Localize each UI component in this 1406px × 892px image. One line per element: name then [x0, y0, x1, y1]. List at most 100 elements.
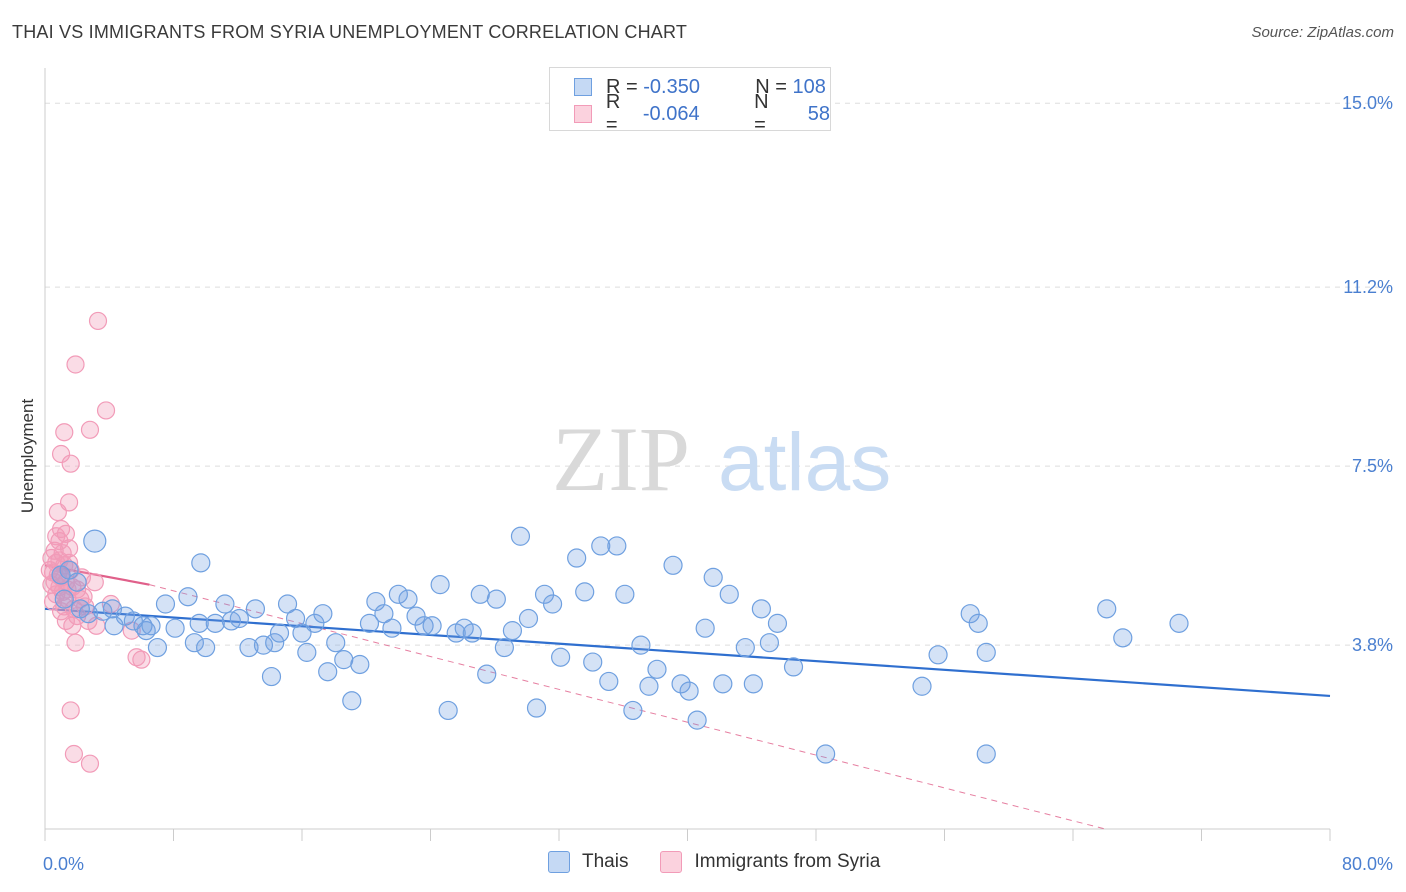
data-point-syria[interactable]: [132, 650, 151, 669]
data-point-thais[interactable]: [703, 567, 723, 587]
data-point-thais[interactable]: [277, 594, 298, 614]
data-point-thais[interactable]: [575, 582, 595, 602]
data-point-thais[interactable]: [518, 608, 539, 629]
data-point-thais[interactable]: [406, 606, 426, 626]
data-point-thais[interactable]: [147, 637, 168, 658]
data-point-thais[interactable]: [51, 565, 71, 585]
data-point-thais[interactable]: [54, 589, 74, 609]
data-point-thais[interactable]: [342, 691, 362, 711]
data-point-thais[interactable]: [751, 599, 771, 619]
data-point-thais[interactable]: [542, 594, 563, 614]
data-point-thais[interactable]: [713, 674, 733, 694]
data-point-thais[interactable]: [631, 635, 651, 655]
data-point-thais[interactable]: [783, 657, 804, 677]
data-point-thais[interactable]: [155, 594, 176, 614]
data-point-thais[interactable]: [743, 674, 763, 694]
data-point-thais[interactable]: [359, 613, 380, 633]
series-legend-thais[interactable]: Thais: [548, 851, 628, 873]
data-point-syria[interactable]: [80, 420, 100, 439]
data-point-thais[interactable]: [104, 616, 124, 636]
data-point-thais[interactable]: [502, 621, 523, 641]
data-point-thais[interactable]: [599, 671, 619, 692]
data-point-thais[interactable]: [510, 526, 531, 546]
data-point-thais[interactable]: [398, 589, 418, 609]
data-point-thais[interactable]: [567, 548, 587, 568]
data-point-syria[interactable]: [47, 527, 66, 546]
data-point-thais[interactable]: [647, 659, 667, 679]
data-point-thais[interactable]: [928, 645, 948, 665]
data-point-thais[interactable]: [253, 635, 274, 655]
data-point-thais[interactable]: [261, 666, 282, 687]
data-point-thais[interactable]: [178, 587, 198, 607]
data-point-thais[interactable]: [719, 584, 739, 604]
data-point-thais[interactable]: [607, 536, 627, 556]
data-point-thais[interactable]: [912, 676, 932, 696]
data-point-thais[interactable]: [968, 613, 988, 633]
data-point-thais[interactable]: [663, 555, 683, 575]
data-point-thais[interactable]: [551, 647, 571, 667]
data-point-thais[interactable]: [1113, 628, 1133, 648]
data-point-thais[interactable]: [245, 599, 266, 619]
data-point-thais[interactable]: [430, 575, 450, 595]
data-point-thais[interactable]: [239, 637, 259, 658]
data-point-thais[interactable]: [221, 611, 241, 631]
data-point-syria[interactable]: [88, 311, 108, 331]
data-point-thais[interactable]: [816, 744, 836, 764]
data-point-thais[interactable]: [189, 613, 209, 633]
data-point-thais[interactable]: [615, 584, 635, 604]
data-point-thais[interactable]: [494, 637, 514, 658]
data-point-syria[interactable]: [63, 616, 82, 635]
data-point-thais[interactable]: [1169, 613, 1189, 633]
data-point-thais[interactable]: [196, 637, 216, 658]
data-point-syria[interactable]: [80, 754, 100, 773]
data-point-syria[interactable]: [48, 502, 67, 522]
data-point-thais[interactable]: [318, 662, 338, 682]
data-point-syria[interactable]: [96, 401, 116, 420]
data-point-thais[interactable]: [462, 623, 482, 643]
data-point-thais[interactable]: [639, 676, 659, 696]
data-point-thais[interactable]: [695, 618, 715, 638]
data-point-thais[interactable]: [83, 529, 107, 553]
data-point-thais[interactable]: [388, 584, 408, 604]
data-point-thais[interactable]: [735, 637, 755, 658]
data-point-thais[interactable]: [470, 584, 490, 604]
data-point-syria[interactable]: [66, 633, 85, 652]
series-legend-syria[interactable]: Immigrants from Syria: [660, 851, 880, 873]
data-point-thais[interactable]: [422, 616, 442, 636]
data-point-syria[interactable]: [127, 648, 146, 667]
data-point-thais[interactable]: [976, 642, 996, 662]
data-point-thais[interactable]: [960, 604, 980, 624]
data-point-thais[interactable]: [671, 674, 691, 694]
data-point-thais[interactable]: [191, 553, 211, 573]
data-point-thais[interactable]: [679, 681, 699, 701]
data-point-syria[interactable]: [51, 444, 71, 464]
data-point-thais[interactable]: [583, 652, 603, 672]
data-point-thais[interactable]: [374, 604, 394, 624]
data-point-thais[interactable]: [767, 613, 788, 633]
data-point-thais[interactable]: [486, 589, 506, 609]
data-point-thais[interactable]: [184, 633, 204, 653]
data-point-thais[interactable]: [334, 650, 354, 670]
data-point-thais[interactable]: [205, 613, 225, 633]
data-point-thais[interactable]: [687, 710, 707, 730]
data-point-syria[interactable]: [61, 454, 80, 473]
data-point-thais[interactable]: [976, 744, 996, 764]
data-point-thais[interactable]: [269, 623, 290, 643]
data-point-syria[interactable]: [66, 355, 85, 374]
data-point-thais[interactable]: [165, 618, 185, 638]
data-point-syria[interactable]: [64, 744, 84, 764]
data-point-thais[interactable]: [526, 698, 547, 718]
data-point-thais[interactable]: [215, 594, 235, 614]
data-point-thais[interactable]: [438, 700, 458, 721]
data-point-thais[interactable]: [313, 604, 333, 624]
data-point-thais[interactable]: [229, 608, 249, 629]
data-point-syria[interactable]: [55, 423, 74, 442]
data-point-thais[interactable]: [123, 611, 143, 631]
data-point-thais[interactable]: [305, 613, 325, 633]
data-point-thais[interactable]: [297, 642, 317, 662]
data-point-thais[interactable]: [141, 616, 161, 636]
data-point-thais[interactable]: [1097, 599, 1117, 619]
data-point-thais[interactable]: [265, 633, 285, 653]
data-point-syria[interactable]: [68, 580, 87, 599]
data-point-thais[interactable]: [414, 616, 434, 636]
